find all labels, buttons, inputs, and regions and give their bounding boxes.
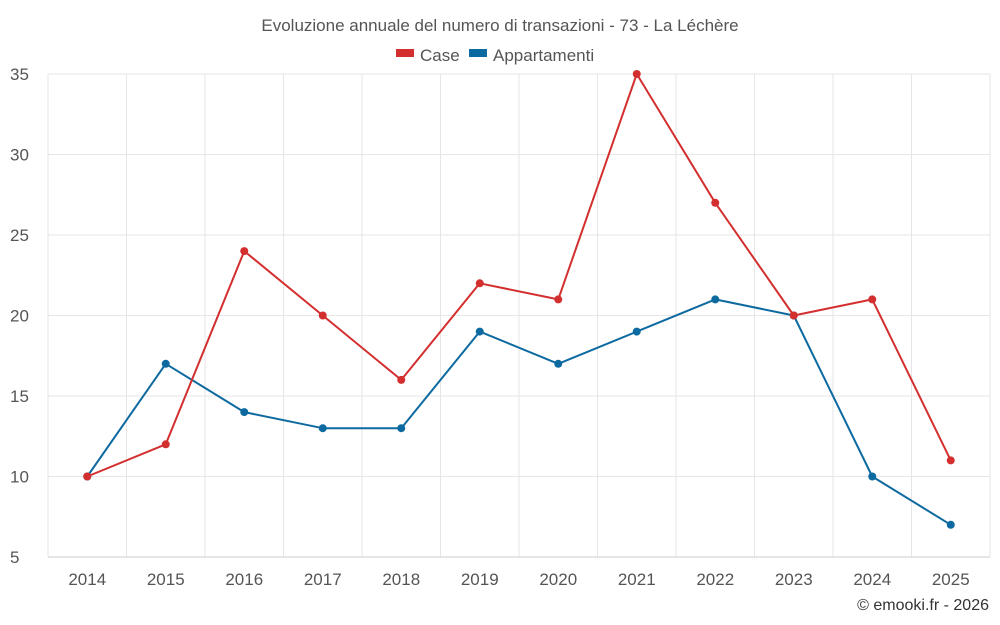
data-point-case[interactable] xyxy=(475,279,484,288)
data-point-case[interactable] xyxy=(868,295,877,304)
chart-title: Evoluzione annuale del numero di transaz… xyxy=(261,16,738,35)
x-tick-label: 2014 xyxy=(68,570,106,589)
series-line-case xyxy=(86,73,952,478)
data-point-appartamenti[interactable] xyxy=(161,359,170,368)
data-point-appartamenti[interactable] xyxy=(318,424,327,433)
data-point-case[interactable] xyxy=(240,247,249,256)
data-point-case[interactable] xyxy=(632,70,641,78)
data-point-case[interactable] xyxy=(83,472,92,481)
x-tick-label: 2019 xyxy=(461,570,499,589)
x-tick-label: 2020 xyxy=(539,570,577,589)
legend-swatch-appartamenti xyxy=(469,49,487,57)
x-tick-label: 2021 xyxy=(618,570,656,589)
x-tick-label: 2015 xyxy=(147,570,185,589)
x-tick-label: 2022 xyxy=(696,570,734,589)
x-tick-label: 2024 xyxy=(853,570,891,589)
legend-label-case[interactable]: Case xyxy=(420,46,460,65)
data-point-case[interactable] xyxy=(161,440,170,449)
data-point-case[interactable] xyxy=(946,456,955,465)
legend: Case Appartamenti xyxy=(396,46,594,65)
series-line-appartamenti xyxy=(86,298,952,526)
y-tick-label: 25 xyxy=(10,226,29,245)
data-point-case[interactable] xyxy=(318,311,327,320)
x-tick-label: 2023 xyxy=(775,570,813,589)
legend-label-appartamenti[interactable]: Appartamenti xyxy=(493,46,594,65)
y-tick-label: 10 xyxy=(10,468,29,487)
legend-swatch-case xyxy=(396,49,414,57)
data-point-appartamenti[interactable] xyxy=(946,520,955,529)
data-point-appartamenti[interactable] xyxy=(632,327,641,336)
data-point-appartamenti[interactable] xyxy=(240,408,249,417)
x-tick-label: 2017 xyxy=(304,570,342,589)
data-point-case[interactable] xyxy=(397,375,406,384)
x-tick-label: 2025 xyxy=(932,570,970,589)
data-point-case[interactable] xyxy=(789,311,798,320)
y-tick-label: 20 xyxy=(10,307,29,326)
grid xyxy=(47,73,991,558)
y-tick-label: 15 xyxy=(10,387,29,406)
y-tick-label: 35 xyxy=(10,65,29,84)
data-point-appartamenti[interactable] xyxy=(711,295,720,304)
data-point-case[interactable] xyxy=(711,198,720,207)
y-tick-label: 30 xyxy=(10,146,29,165)
y-tick-label: 5 xyxy=(10,548,19,567)
data-point-appartamenti[interactable] xyxy=(475,327,484,336)
data-point-appartamenti[interactable] xyxy=(397,424,406,433)
x-tick-label: 2016 xyxy=(225,570,263,589)
data-point-case[interactable] xyxy=(554,295,563,304)
series-layer xyxy=(83,70,955,529)
credit-text: © emooki.fr - 2026 xyxy=(857,597,989,614)
data-point-appartamenti[interactable] xyxy=(868,472,877,481)
series-case xyxy=(83,70,955,481)
data-point-appartamenti[interactable] xyxy=(554,359,563,368)
x-tick-label: 2018 xyxy=(382,570,420,589)
